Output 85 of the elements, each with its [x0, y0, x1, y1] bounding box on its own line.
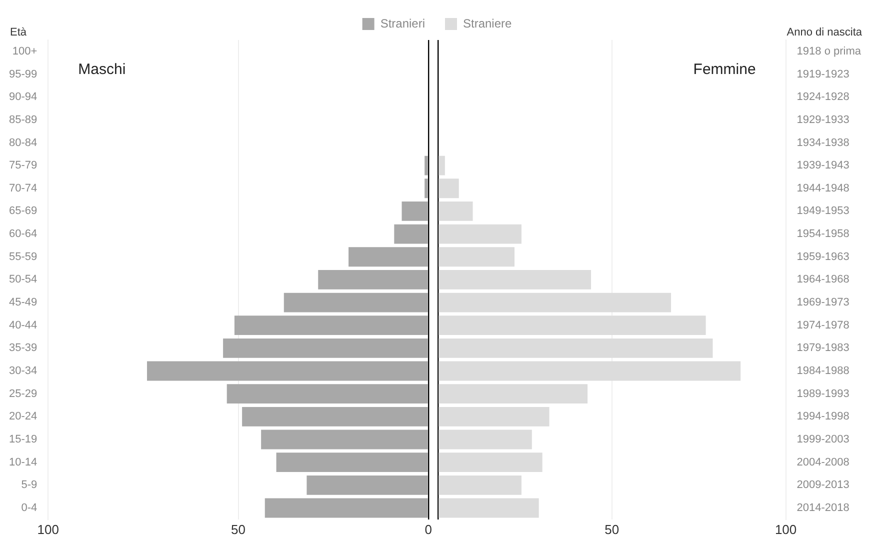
bar [242, 406, 428, 426]
y-tick-label: 0-4 [21, 502, 38, 514]
bar [284, 292, 428, 312]
bar [424, 156, 428, 176]
y-tick-label: 1959-1963 [796, 250, 850, 263]
x-tick-label: 0 [424, 522, 432, 537]
y-tick-label: 1994-1998 [796, 410, 850, 423]
bar [438, 178, 459, 198]
y-tick-label: 75-79 [8, 160, 38, 172]
bar [438, 156, 445, 176]
y-tick-label: 1999-2003 [796, 434, 850, 446]
y-tick-label: 70-74 [8, 182, 38, 194]
y-tick-label: 50-54 [8, 274, 38, 286]
y-tick-label: 1939-1943 [796, 160, 850, 172]
bar [438, 384, 588, 404]
y-tick-label: 1969-1973 [796, 296, 850, 309]
x-tick-label: 100 [774, 522, 797, 537]
bar [424, 178, 428, 198]
bar [438, 224, 522, 244]
y-tick-label: 1934-1938 [796, 136, 850, 149]
bar [438, 406, 550, 426]
y-tick-label: 2014-2018 [796, 502, 850, 514]
y-tick-label: 15-19 [8, 434, 38, 446]
y-tick-label: 65-69 [8, 205, 38, 218]
y-tick-label: 45-49 [8, 296, 38, 309]
x-tick-label: 50 [604, 522, 620, 537]
y-tick-label: 1944-1948 [796, 182, 850, 194]
legend-label: Stranieri [380, 16, 426, 30]
bar [438, 292, 672, 312]
y-tick-label: 1949-1953 [796, 205, 850, 218]
y-tick-label: 95-99 [8, 68, 38, 80]
y-tick-label: 80-84 [8, 136, 38, 149]
y-tick-label: 100+ [12, 45, 38, 58]
bar [438, 498, 539, 518]
y-tick-label: 90-94 [8, 91, 38, 104]
bar [438, 316, 706, 336]
y-tick-label: 20-24 [8, 410, 38, 423]
y-tick-label: 40-44 [8, 319, 38, 332]
bar [226, 384, 428, 404]
bar [264, 498, 428, 518]
y-tick-label: 1984-1988 [796, 365, 850, 378]
y-tick-label: 60-64 [8, 228, 38, 240]
y-tick-label: 1979-1983 [796, 342, 850, 354]
y-tick-label: 30-34 [8, 365, 38, 378]
bar [438, 338, 713, 358]
x-tick-label: 100 [37, 522, 59, 537]
bar [306, 475, 428, 495]
y-tick-label: 1974-1978 [796, 319, 850, 332]
bar [402, 202, 428, 221]
y-tick-label: 85-89 [8, 114, 38, 126]
bar [438, 430, 532, 450]
bar [348, 247, 428, 267]
bar [438, 270, 592, 290]
y-tick-label: 2004-2008 [796, 456, 850, 468]
bar [438, 452, 542, 472]
y-axis-title: Età [10, 26, 28, 39]
bar [261, 430, 428, 450]
y-tick-label: 1918 o prima [796, 45, 862, 58]
y-tick-label: 55-59 [8, 250, 38, 263]
bar [438, 475, 522, 495]
bar [147, 361, 428, 381]
bar [394, 224, 428, 244]
legend-label: Straniere [463, 16, 512, 30]
bar [276, 452, 428, 472]
y-tick-label: 1954-1958 [796, 228, 850, 240]
y-tick-label: 35-39 [8, 342, 38, 354]
bar [438, 202, 473, 221]
y-tick-label: 10-14 [8, 456, 38, 468]
bar [234, 316, 428, 336]
annotation: Femmine [693, 61, 756, 78]
bar [318, 270, 428, 290]
annotation: Maschi [78, 61, 126, 78]
bar [223, 338, 428, 358]
y-tick-label: 1989-1993 [796, 388, 850, 400]
y-tick-label: 5-9 [21, 479, 38, 492]
y-tick-label: 1924-1928 [796, 91, 850, 104]
bar [438, 247, 515, 267]
y-axis-title: Anno di nascita [786, 26, 863, 39]
y-tick-label: 1919-1923 [796, 68, 850, 80]
y-tick-label: 2009-2013 [796, 479, 850, 492]
y-tick-label: 25-29 [8, 388, 38, 400]
x-tick-label: 50 [231, 522, 246, 537]
y-tick-label: 1964-1968 [796, 274, 850, 286]
y-tick-label: 1929-1933 [796, 114, 850, 126]
bar [438, 361, 741, 381]
